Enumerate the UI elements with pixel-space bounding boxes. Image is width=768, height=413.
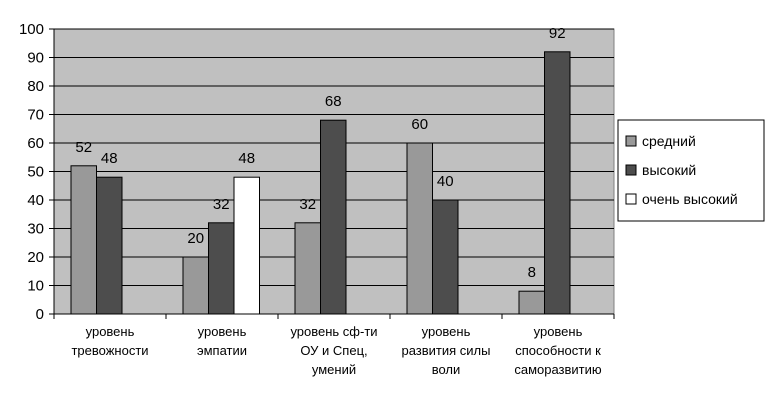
y-tick-label: 50: [27, 164, 44, 181]
bar: [233, 176, 260, 315]
data-label: 60: [411, 116, 428, 133]
data-label: 52: [75, 139, 92, 156]
bar: [208, 222, 235, 315]
y-tick-label: 20: [27, 249, 44, 266]
legend-label: очень высокий: [642, 191, 738, 207]
legend-label: высокий: [642, 162, 696, 178]
data-label: 20: [187, 230, 204, 247]
y-tick-label: 80: [27, 78, 44, 95]
data-label: 40: [437, 173, 454, 190]
x-tick-label: уровень способности к саморазвитию: [514, 324, 602, 377]
y-tick-label: 100: [19, 21, 44, 38]
data-label: 92: [549, 25, 566, 42]
x-tick-label: уровень сф-ти ОУ и Спец, умений: [290, 324, 377, 377]
bar: [182, 256, 209, 315]
data-label: 32: [299, 196, 316, 213]
bar: [320, 119, 347, 315]
legend-swatch: [625, 164, 637, 176]
x-tick-label: уровень тревожности: [71, 324, 148, 358]
legend-swatch: [625, 135, 637, 147]
y-tick-label: 30: [27, 221, 44, 238]
y-tick-label: 70: [27, 107, 44, 124]
x-tick-label: уровень развития силы воли: [401, 324, 490, 377]
legend-swatch: [625, 193, 637, 205]
data-label: 32: [213, 196, 230, 213]
y-tick-label: 90: [27, 50, 44, 67]
legend-label: средний: [642, 133, 696, 149]
y-tick-label: 40: [27, 192, 44, 209]
y-tick-label: 10: [27, 278, 44, 295]
bar: [406, 142, 433, 315]
bar: [70, 165, 97, 315]
data-label: 68: [325, 93, 342, 110]
bar: [294, 222, 321, 315]
data-label: 8: [528, 264, 536, 281]
legend: [617, 119, 765, 222]
data-label: 48: [238, 150, 255, 167]
bar: [544, 51, 571, 315]
x-tick-label: уровень эмпатии: [197, 324, 247, 358]
bar: [96, 176, 123, 315]
bar: [432, 199, 459, 315]
bar: [518, 290, 545, 315]
data-label: 48: [101, 150, 118, 167]
y-tick-label: 60: [27, 135, 44, 152]
y-tick-label: 0: [36, 306, 44, 323]
